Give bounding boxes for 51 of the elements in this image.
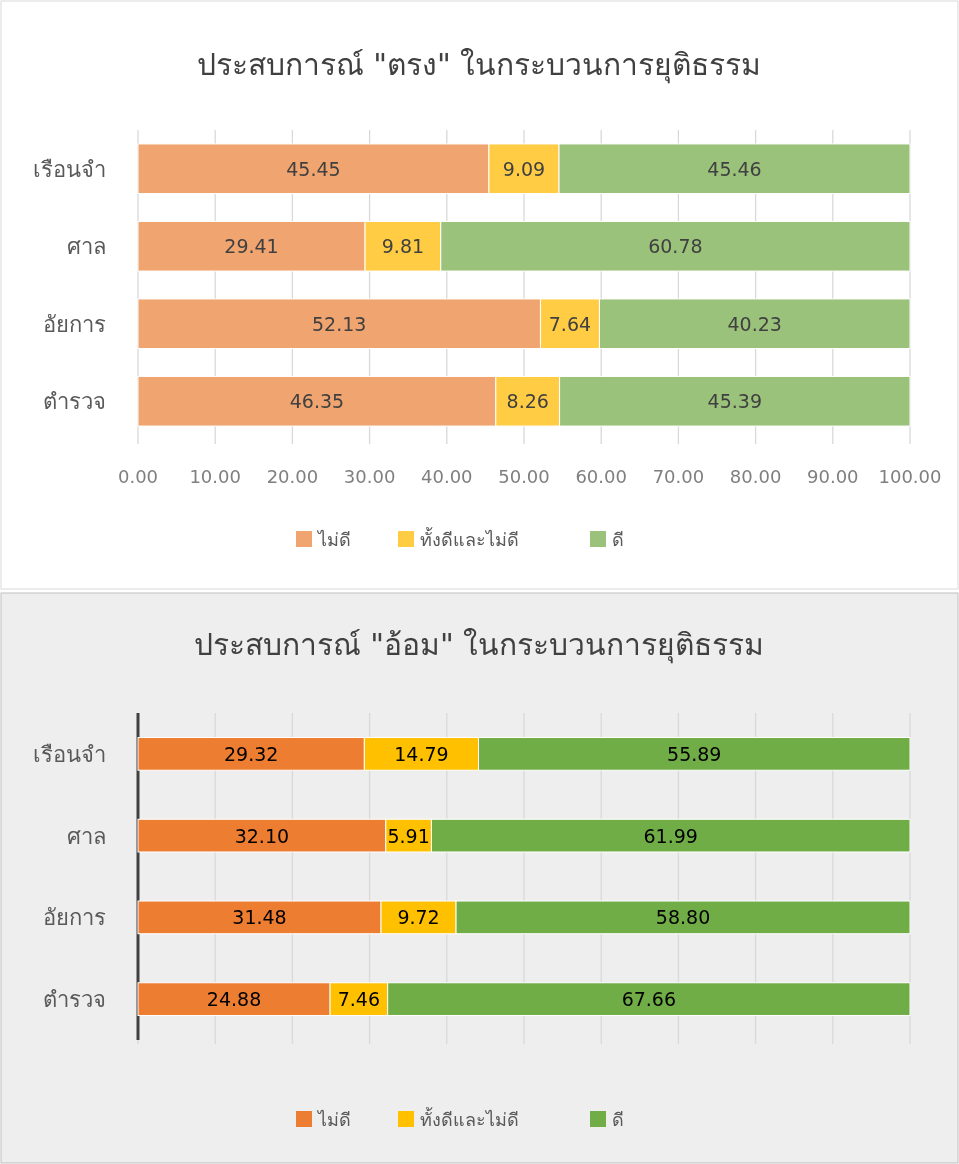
x-tick-label: 50.00	[498, 466, 550, 487]
x-tick-label: 20.00	[266, 466, 319, 487]
data-label: 24.88	[206, 988, 262, 1011]
data-label: 61.99	[643, 824, 698, 847]
y-tick-label: ศาล	[67, 234, 106, 260]
data-label: 45.46	[707, 157, 762, 180]
legend-label: ทั้งดีและไม่ดี	[420, 527, 519, 550]
data-label: 52.13	[312, 312, 367, 335]
y-tick-label: ตำรวจ	[43, 389, 106, 415]
x-tick-label: 70.00	[652, 466, 705, 487]
data-label: 29.41	[224, 235, 279, 258]
x-tick-label: 80.00	[729, 466, 782, 487]
x-tick-label: 0.00	[117, 466, 159, 487]
legend-label: ดี	[612, 529, 624, 550]
y-tick-label: เรือนจำ	[33, 156, 106, 182]
legend-label: ไม่ดี	[316, 529, 351, 550]
chart-title: ประสบการณ์ "ตรง" ในกระบวนการยุติธรรม	[196, 47, 762, 84]
data-label: 31.48	[232, 906, 287, 929]
x-tick-label: 10.00	[189, 466, 241, 487]
data-label: 29.32	[223, 742, 279, 765]
data-label: 14.79	[394, 742, 449, 765]
data-label: 40.23	[727, 312, 782, 335]
x-tick-label: 90.00	[807, 466, 859, 487]
y-tick-label: ตำรวจ	[43, 987, 106, 1013]
data-label: 9.81	[381, 235, 425, 258]
data-label: 67.66	[621, 988, 677, 1011]
x-tick-label: 100.00	[878, 466, 942, 487]
legend-label: ทั้งดีและไม่ดี	[420, 1107, 519, 1130]
data-label: 32.10	[234, 824, 290, 847]
data-label: 9.72	[397, 906, 440, 929]
data-label: 7.64	[548, 312, 592, 335]
data-label: 60.78	[648, 235, 703, 258]
x-tick-label: 40.00	[421, 466, 473, 487]
data-label: 46.35	[289, 390, 345, 413]
y-tick-label: ศาล	[67, 823, 106, 849]
data-label: 58.80	[655, 906, 711, 929]
y-tick-label: อัยการ	[43, 311, 106, 337]
y-tick-label: เรือนจำ	[33, 741, 106, 767]
x-tick-label: 60.00	[575, 466, 627, 487]
data-label: 45.45	[286, 157, 341, 180]
x-tick-label: 30.00	[343, 466, 396, 487]
y-tick-label: อัยการ	[43, 905, 106, 931]
legend-label: ไม่ดี	[316, 1109, 351, 1130]
chart-title: ประสบการณ์ "อ้อม" ในกระบวนการยุติธรรม	[193, 627, 765, 664]
data-label: 7.46	[337, 988, 381, 1011]
data-label: 5.91	[387, 824, 430, 847]
data-label: 9.09	[502, 157, 546, 180]
legend-label: ดี	[612, 1109, 624, 1130]
data-label: 8.26	[506, 390, 549, 413]
data-label: 55.89	[667, 742, 722, 765]
data-label: 45.39	[707, 390, 762, 413]
